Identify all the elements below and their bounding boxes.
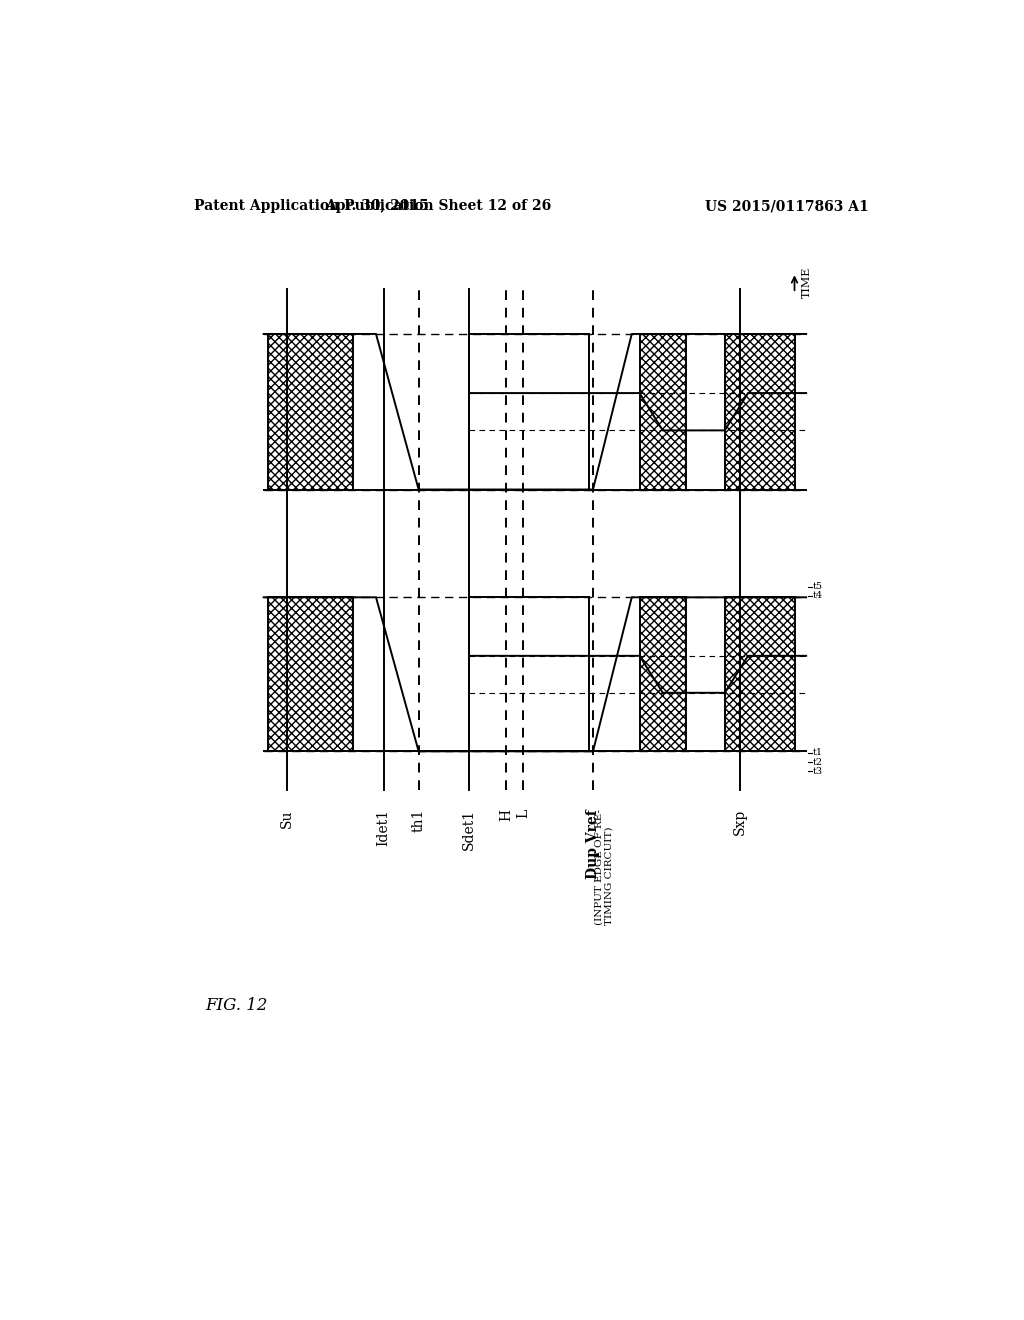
Text: L: L <box>516 809 530 818</box>
Text: Dup Vref: Dup Vref <box>586 809 600 879</box>
Text: H: H <box>500 809 513 821</box>
Text: Su: Su <box>280 809 294 828</box>
Text: TIME: TIME <box>802 267 811 298</box>
Text: th1: th1 <box>412 809 426 833</box>
Bar <box>267 334 352 490</box>
Text: t4: t4 <box>813 591 823 601</box>
Text: t2: t2 <box>813 758 823 767</box>
Text: t1: t1 <box>813 748 823 758</box>
Text: t5: t5 <box>813 582 823 591</box>
Text: Idet1: Idet1 <box>377 809 391 846</box>
Text: US 2015/0117863 A1: US 2015/0117863 A1 <box>705 199 868 213</box>
Bar <box>640 334 686 490</box>
Text: (INPUT EDGE OF RE-
TIMING CIRCUIT): (INPUT EDGE OF RE- TIMING CIRCUIT) <box>594 809 613 925</box>
Text: FIG. 12: FIG. 12 <box>206 997 268 1014</box>
Text: Sxp: Sxp <box>733 809 748 836</box>
Text: Apr. 30, 2015  Sheet 12 of 26: Apr. 30, 2015 Sheet 12 of 26 <box>325 199 551 213</box>
Bar <box>469 597 589 751</box>
Bar <box>725 334 795 490</box>
Text: Sdet1: Sdet1 <box>462 809 476 850</box>
Bar <box>469 334 589 490</box>
Text: t3: t3 <box>813 767 823 776</box>
Bar <box>725 597 795 751</box>
Bar <box>640 597 686 751</box>
Bar <box>267 597 352 751</box>
Text: Patent Application Publication: Patent Application Publication <box>194 199 433 213</box>
